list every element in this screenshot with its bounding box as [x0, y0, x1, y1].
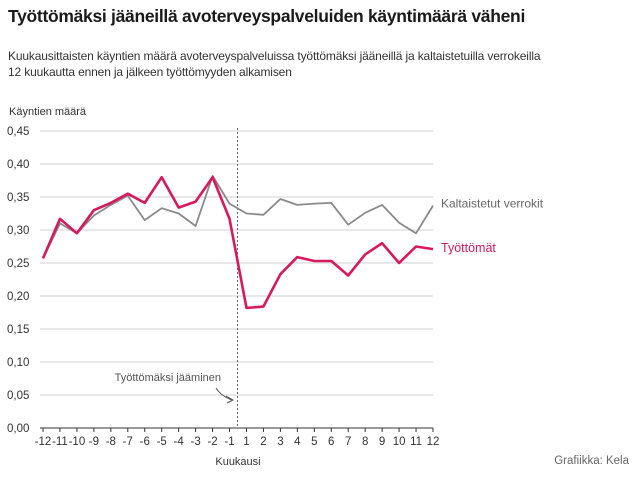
chart-subtitle: Kuukausittaisten käyntien määrä avoterve… — [8, 48, 633, 80]
series-line-unemployed — [41, 175, 434, 310]
y-tick-label: 0,35 — [7, 192, 29, 204]
source-credit: Grafiikka: Kela — [554, 455, 629, 467]
x-axis-label: Kuukausi — [215, 456, 260, 468]
series — [41, 174, 434, 310]
y-tick-label: 0,15 — [7, 324, 29, 336]
y-tick-label: 0,10 — [7, 357, 29, 369]
y-tick-label: 0,40 — [7, 159, 29, 171]
y-tick-label: 0,45 — [7, 126, 29, 138]
event-annotation: Työttömäksi jääminen — [115, 128, 238, 428]
x-tick-label: 12 — [427, 436, 440, 448]
x-tick-label: 1 — [243, 436, 249, 448]
series-line-controls — [42, 174, 434, 259]
x-tick-label: 8 — [362, 436, 368, 448]
chart-title: Työttömäksi jääneillä avoterveyspalvelui… — [8, 6, 526, 26]
gridlines: 0,00 0,05 0,10 0,15 0,20 0,25 0,30 0,35 0,40 0,45 — [7, 126, 433, 435]
event-arrow-icon — [215, 387, 235, 404]
y-tick-label: 0,20 — [7, 291, 29, 303]
y-tick-label: 0,25 — [7, 258, 29, 270]
subtitle-line-2: 12 kuukautta ennen ja jälkeen työttömyyd… — [8, 65, 292, 79]
x-tick-label: -2 — [207, 436, 217, 448]
x-tick-label: -4 — [174, 436, 185, 448]
x-tick-label: -8 — [106, 436, 116, 448]
event-label: Työttömäksi jääminen — [115, 372, 221, 384]
x-tick-label: -11 — [52, 436, 68, 448]
x-tick-label: -6 — [140, 436, 150, 448]
y-tick-label: 0,05 — [7, 390, 29, 402]
y-tick-label: 0,30 — [7, 225, 29, 237]
x-tick-label: 11 — [410, 436, 422, 448]
x-tick-label: 4 — [294, 436, 301, 448]
y-tick-label: 0,00 — [7, 423, 29, 435]
x-tick-label: 6 — [328, 436, 334, 448]
y-axis-label: Käyntien määrä — [9, 106, 87, 118]
x-tick-label: -5 — [157, 436, 167, 448]
x-tick-label: 9 — [379, 436, 385, 448]
x-tick-label: -10 — [69, 436, 86, 448]
subtitle-line-1: Kuukausittaisten käyntien määrä avoterve… — [8, 49, 541, 63]
x-tick-label: -1 — [224, 436, 234, 448]
x-tick-label: 7 — [345, 436, 351, 448]
series-label-controls: Kaltaistetut verrokit — [441, 197, 544, 211]
axes: -12 -11 -10 -9 -8 -7 -6 -5 -4 -3 -2 -1 1 2 3 4 5 6 7 8 9 10 11… — [35, 427, 440, 448]
x-tick-label: -9 — [89, 436, 99, 448]
x-tick-label: -7 — [123, 436, 133, 448]
x-tick-label: 5 — [311, 436, 317, 448]
x-tick-label: 10 — [393, 436, 406, 448]
x-tick-label: 3 — [277, 436, 283, 448]
x-tick-label: 2 — [260, 436, 266, 448]
series-label-unemployed: Työttömät — [441, 241, 496, 255]
x-tick-label: -12 — [35, 436, 52, 448]
x-tick-label: -3 — [190, 436, 200, 448]
